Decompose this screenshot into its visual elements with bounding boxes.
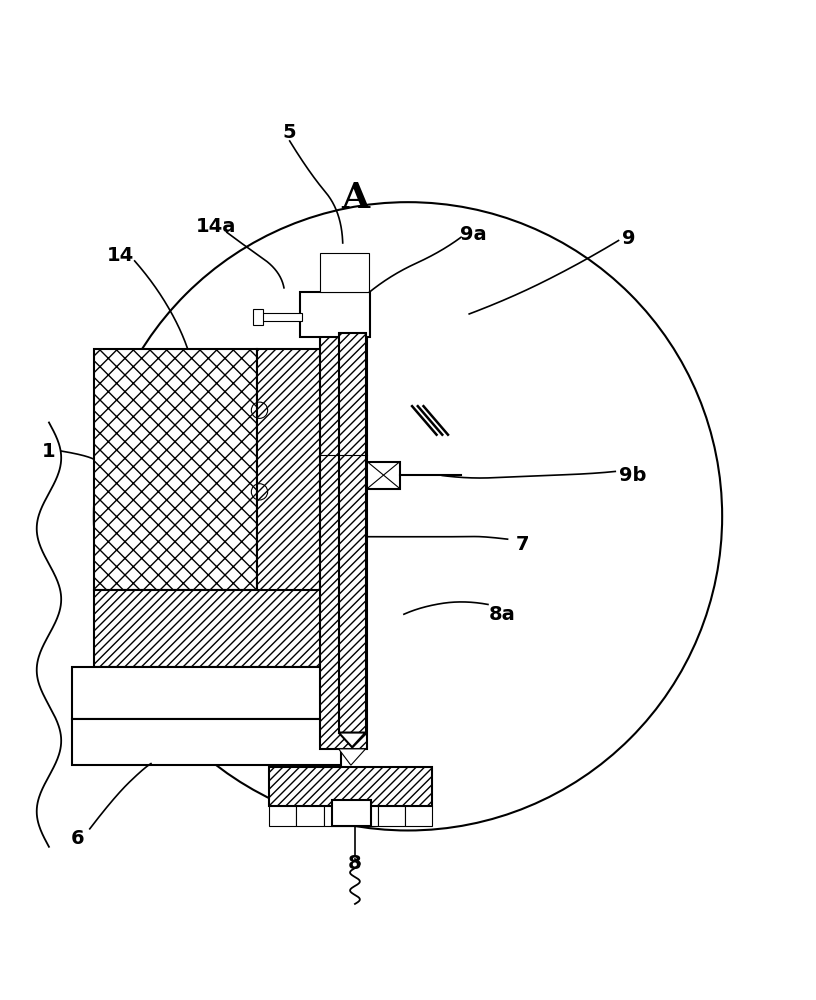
Bar [300, 292, 370, 337]
Bar [378, 806, 406, 826]
Text: 14a: 14a [196, 217, 237, 236]
Text: 8: 8 [348, 854, 361, 873]
Text: 1: 1 [42, 442, 55, 461]
Text: A: A [341, 181, 369, 215]
Bar [94, 349, 257, 590]
Bar [257, 349, 339, 667]
Bar [320, 253, 369, 292]
Polygon shape [339, 749, 366, 765]
Bar [324, 806, 351, 826]
Text: 9a: 9a [460, 225, 486, 244]
Text: 5: 5 [283, 123, 296, 142]
Bar [269, 767, 432, 806]
Bar [72, 719, 341, 765]
Text: 9b: 9b [619, 466, 646, 485]
Bar [259, 313, 302, 321]
Bar [351, 806, 378, 826]
Bar [332, 800, 371, 826]
Text: 14: 14 [107, 246, 135, 265]
Text: 7: 7 [516, 535, 529, 554]
Bar [406, 806, 432, 826]
Bar [269, 806, 296, 826]
Bar [320, 325, 367, 749]
Bar [94, 590, 339, 667]
Bar [296, 806, 324, 826]
Text: 8a: 8a [489, 605, 515, 624]
Text: 6: 6 [71, 829, 84, 848]
Bar [367, 462, 400, 489]
Bar [72, 667, 341, 719]
Bar [253, 309, 263, 325]
Bar [339, 333, 366, 733]
Polygon shape [339, 733, 366, 747]
Text: 9: 9 [622, 229, 635, 248]
